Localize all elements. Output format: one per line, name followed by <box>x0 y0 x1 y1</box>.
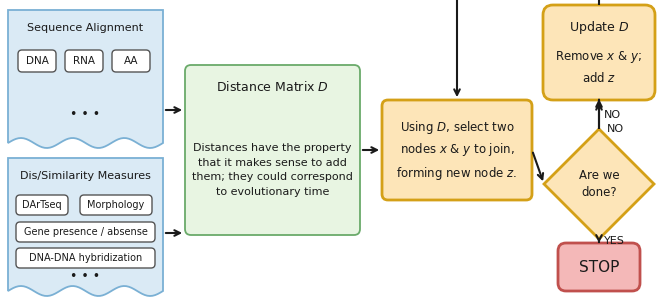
Text: DNA: DNA <box>26 56 48 66</box>
FancyBboxPatch shape <box>185 65 360 235</box>
Text: YES: YES <box>604 236 625 246</box>
FancyBboxPatch shape <box>16 222 155 242</box>
Text: Distance Matrix $D$: Distance Matrix $D$ <box>216 80 329 94</box>
FancyBboxPatch shape <box>382 100 532 200</box>
Text: RNA: RNA <box>73 56 95 66</box>
Text: Dis/Similarity Measures: Dis/Similarity Measures <box>20 171 151 181</box>
FancyBboxPatch shape <box>18 50 56 72</box>
Text: DNA-DNA hybridization: DNA-DNA hybridization <box>29 253 142 263</box>
FancyBboxPatch shape <box>65 50 103 72</box>
Text: Distances have the property
that it makes sense to add
them; they could correspo: Distances have the property that it make… <box>192 143 353 197</box>
PathPatch shape <box>8 10 163 148</box>
FancyBboxPatch shape <box>112 50 150 72</box>
FancyBboxPatch shape <box>16 195 68 215</box>
Text: Sequence Alignment: Sequence Alignment <box>28 23 143 33</box>
Text: Update $D$: Update $D$ <box>569 18 629 36</box>
Text: Morphology: Morphology <box>87 200 145 210</box>
Text: Are we
done?: Are we done? <box>578 169 619 199</box>
Text: NO: NO <box>604 110 621 119</box>
Text: • • •: • • • <box>71 269 100 283</box>
Text: Using $D$, select two
nodes $x$ & $y$ to join,
forming new node $z$.: Using $D$, select two nodes $x$ & $y$ to… <box>397 119 518 182</box>
Polygon shape <box>544 129 654 239</box>
Text: Gene presence / absense: Gene presence / absense <box>24 227 147 237</box>
Text: NO: NO <box>607 124 624 134</box>
Text: STOP: STOP <box>579 259 619 275</box>
FancyBboxPatch shape <box>80 195 152 215</box>
Text: DArTseq: DArTseq <box>22 200 62 210</box>
FancyBboxPatch shape <box>543 5 655 100</box>
PathPatch shape <box>8 158 163 296</box>
Text: AA: AA <box>124 56 138 66</box>
FancyBboxPatch shape <box>558 243 640 291</box>
FancyBboxPatch shape <box>16 248 155 268</box>
Text: Remove $x$ & $y$;
add $z$: Remove $x$ & $y$; add $z$ <box>555 49 642 85</box>
Text: • • •: • • • <box>71 108 100 122</box>
